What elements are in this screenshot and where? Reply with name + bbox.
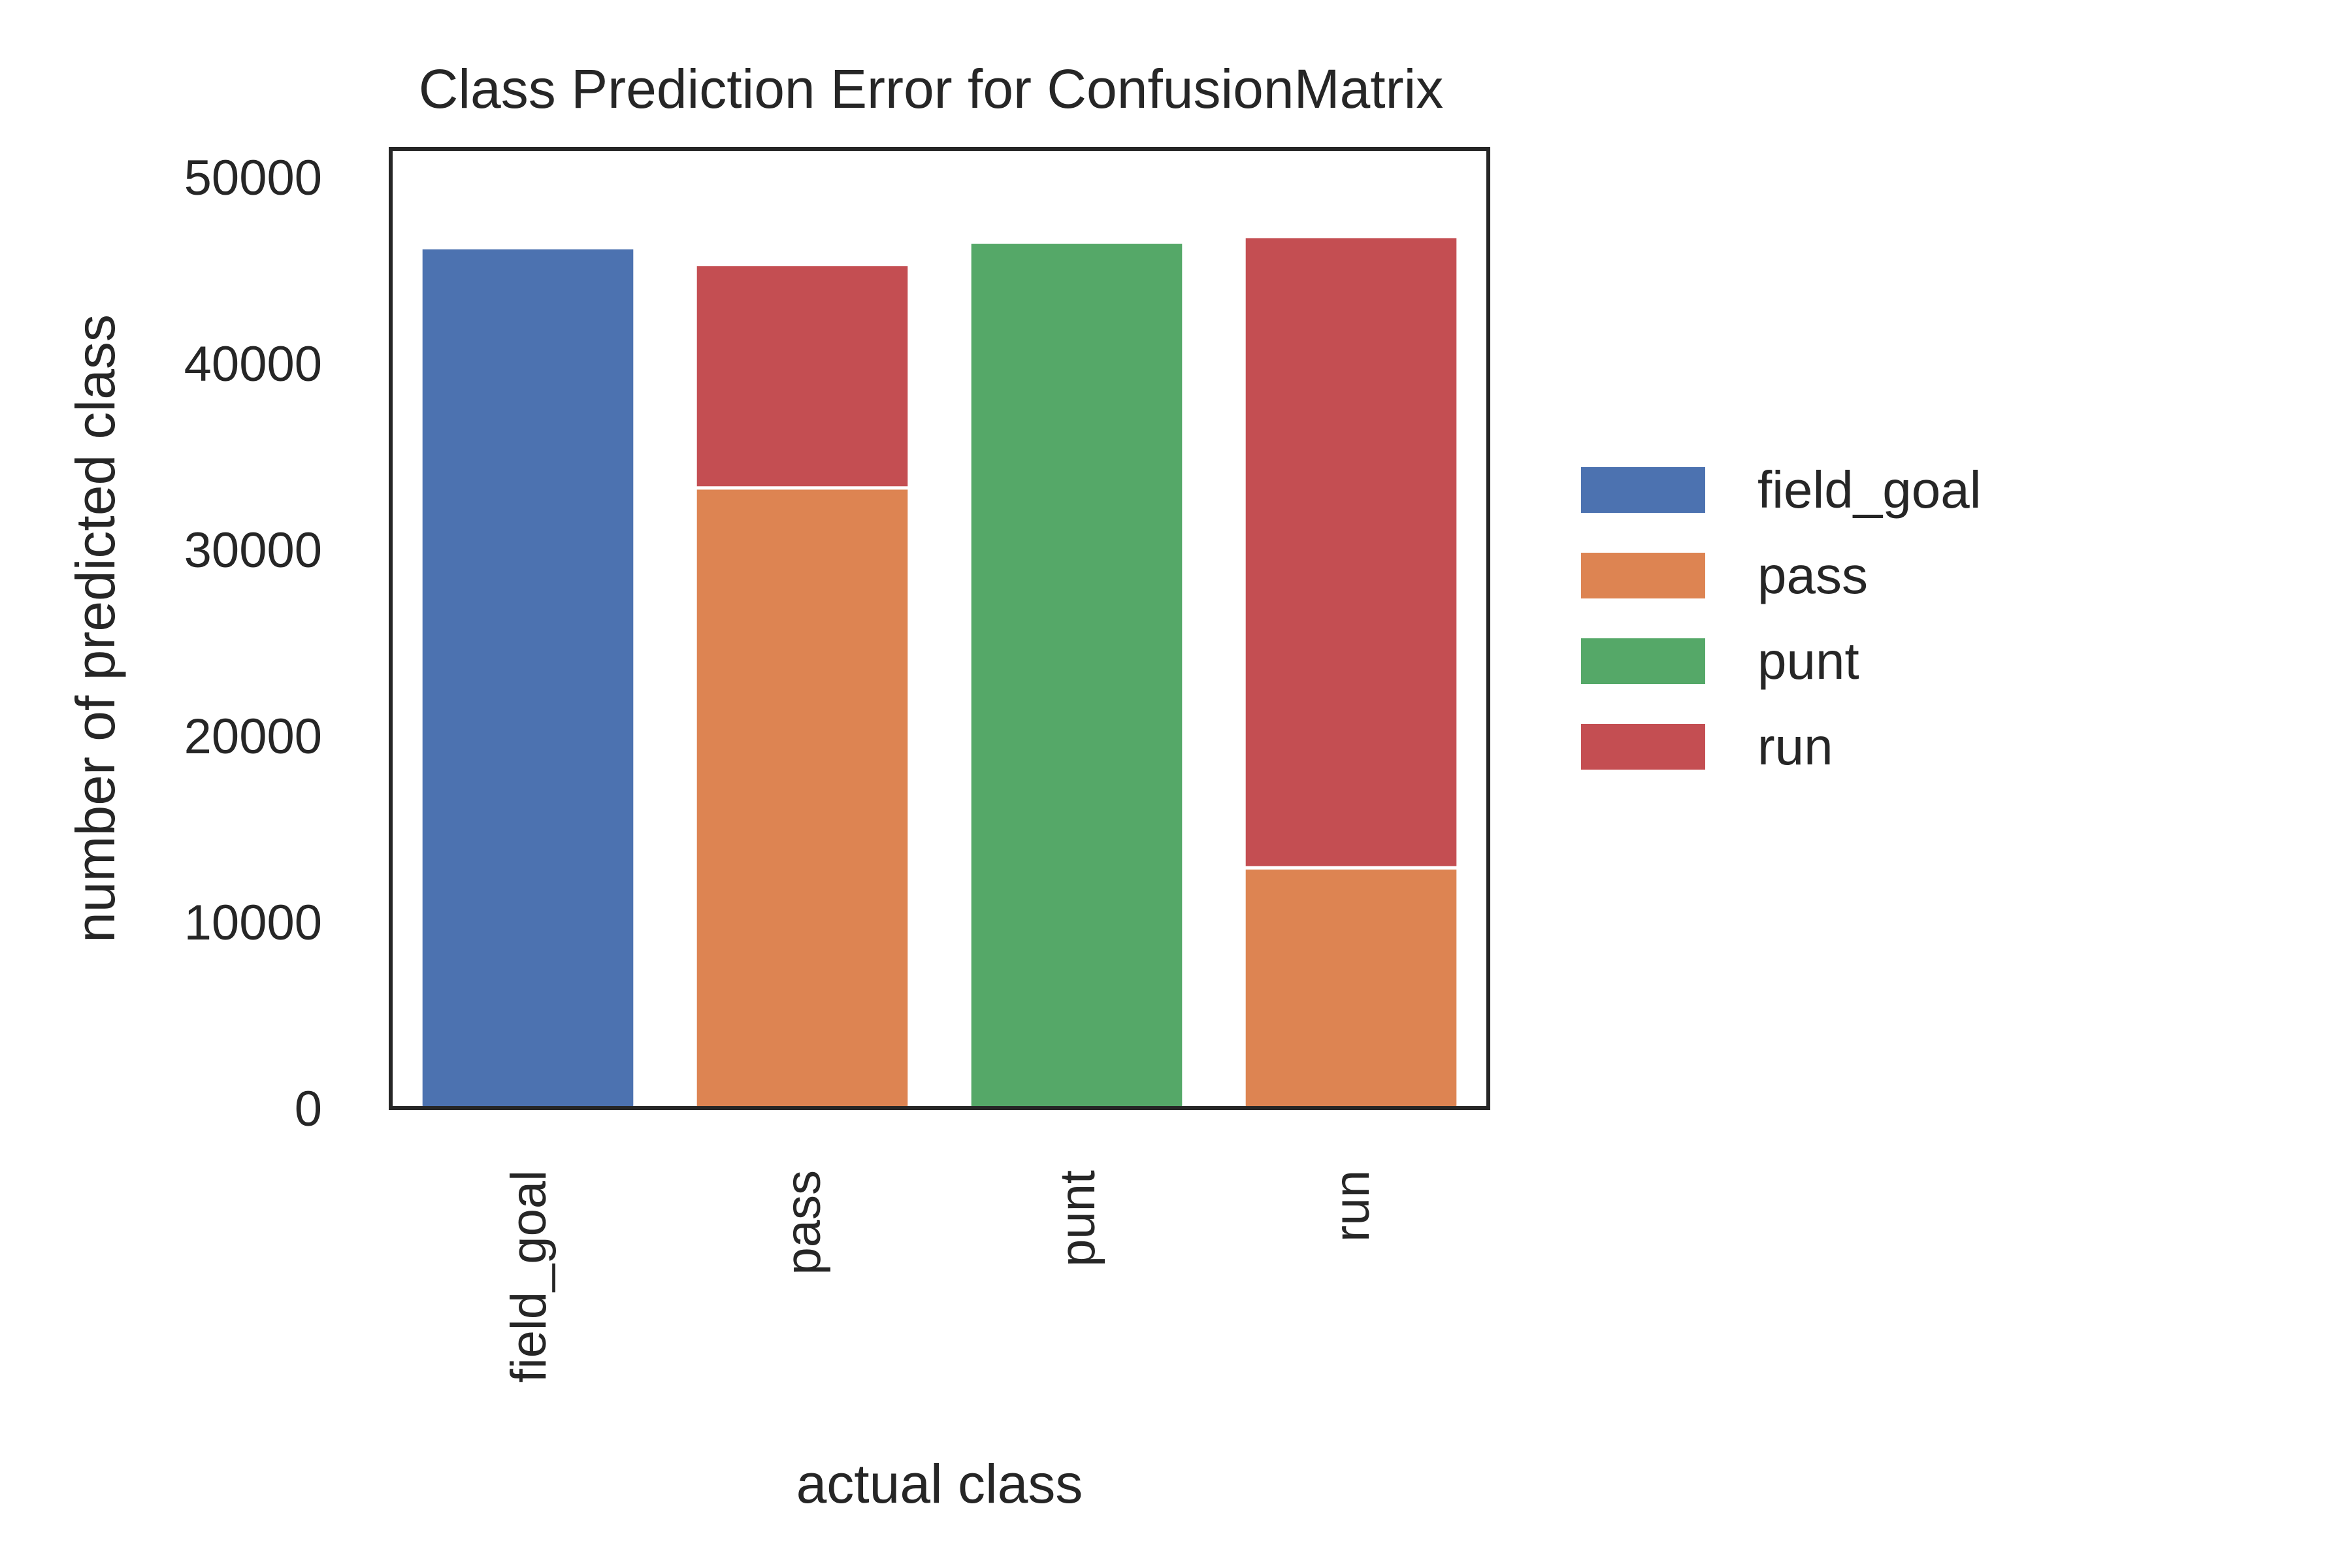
x-tick-label: punt: [1050, 1170, 1105, 1267]
y-tick-label: 30000: [184, 523, 322, 578]
y-axis-label: number of predicted class: [65, 314, 126, 943]
legend-swatch-pass: [1581, 553, 1705, 598]
bar-pass-run: [693, 263, 911, 490]
bar-run-pass: [1242, 866, 1460, 1110]
bar-punt-punt: [968, 240, 1186, 1110]
legend-label: punt: [1757, 632, 1859, 690]
legend-label: pass: [1757, 546, 1868, 604]
chart-title: Class Prediction Error for ConfusionMatr…: [419, 58, 1444, 120]
x-axis-label: actual class: [796, 1453, 1083, 1514]
y-tick-label: 10000: [184, 895, 322, 951]
bar-pass-pass: [693, 486, 911, 1110]
legend-label: run: [1757, 717, 1833, 776]
legend-swatch-punt: [1581, 638, 1705, 684]
y-tick-label: 20000: [184, 709, 322, 764]
bar-field_goal-field_goal: [419, 246, 637, 1110]
legend-swatch-field_goal: [1581, 467, 1705, 513]
x-ticks: field_goal pass punt run: [501, 1170, 1380, 1382]
x-tick-label: run: [1324, 1170, 1380, 1242]
legend-swatch-run: [1581, 724, 1705, 770]
x-tick-label: field_goal: [501, 1170, 557, 1382]
bar-run-run: [1242, 235, 1460, 870]
y-tick-label: 40000: [184, 336, 322, 392]
x-tick-label: pass: [776, 1170, 831, 1275]
legend-label: field_goal: [1757, 461, 1982, 519]
plot-frame: [389, 147, 1490, 1110]
y-tick-label: 0: [295, 1081, 322, 1137]
bars-layer: [419, 235, 1460, 1110]
y-ticks: 0 10000 20000 30000 40000 50000: [184, 150, 322, 1137]
y-tick-label: 50000: [184, 150, 322, 206]
